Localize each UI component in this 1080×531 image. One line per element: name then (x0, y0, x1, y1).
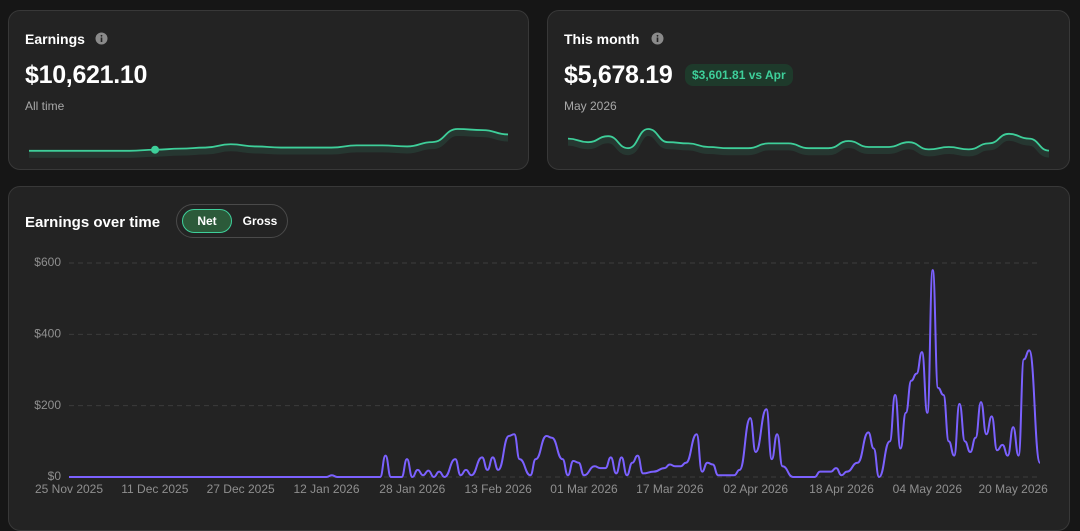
card-title: This month (564, 31, 640, 47)
earnings-card: Earnings $10,621.10 All time (8, 10, 529, 170)
x-tick-label: 04 May 2026 (893, 482, 963, 496)
sparkline-glow (567, 129, 1050, 158)
sparkline (567, 128, 1050, 158)
sparkline (29, 128, 509, 158)
chart: $0 $200 $400 $600 25 Nov 2025 11 Dec 2025 27 D… (34, 255, 1048, 496)
x-tick-label: 25 Nov 2025 (35, 482, 103, 496)
y-tick-label: $400 (34, 327, 61, 341)
chart-title: Earnings over time (25, 214, 161, 231)
x-tick-label: 17 Mar 2026 (636, 482, 704, 496)
x-tick-label: 12 Jan 2026 (293, 482, 359, 496)
x-tick-label: 28 Jan 2026 (379, 482, 445, 496)
earnings-line (69, 269, 1041, 479)
sparkline-dot (151, 145, 160, 154)
chart-card: Earnings over time Net Gross (8, 186, 1070, 531)
month-card: This month $5,678.19 $3,601.81 vs Apr Ma… (547, 10, 1070, 170)
x-tick-label: 11 Dec 2025 (121, 482, 188, 496)
card-value: $5,678.19 (564, 61, 673, 89)
net-gross-toggle: Net Gross (176, 204, 288, 238)
y-tick-label: $600 (34, 255, 61, 269)
sparkline-glow (29, 129, 509, 158)
gross-button[interactable]: Gross (242, 214, 278, 228)
y-tick-label: $200 (34, 398, 61, 412)
net-button[interactable]: Net (182, 209, 232, 233)
card-subtitle: All time (25, 99, 65, 113)
x-tick-label: 27 Dec 2025 (207, 482, 275, 496)
card-value: $10,621.10 (25, 61, 148, 89)
y-tick-label: $0 (48, 469, 62, 483)
sparkline-line (567, 128, 1050, 152)
x-tick-label: 20 May 2026 (978, 482, 1048, 496)
card-subtitle: May 2026 (564, 99, 617, 113)
comparison-badge: $3,601.81 vs Apr (685, 64, 793, 86)
info-icon[interactable] (651, 32, 664, 45)
card-title: Earnings (25, 31, 85, 47)
page: Earnings $10,621.10 All time This month … (8, 10, 1070, 531)
info-icon[interactable] (95, 32, 108, 45)
sparkline-line (29, 128, 509, 152)
x-tick-label: 13 Feb 2026 (464, 482, 532, 496)
x-tick-label: 01 Mar 2026 (550, 482, 618, 496)
x-tick-label: 02 Apr 2026 (723, 482, 788, 496)
x-tick-label: 18 Apr 2026 (809, 482, 874, 496)
